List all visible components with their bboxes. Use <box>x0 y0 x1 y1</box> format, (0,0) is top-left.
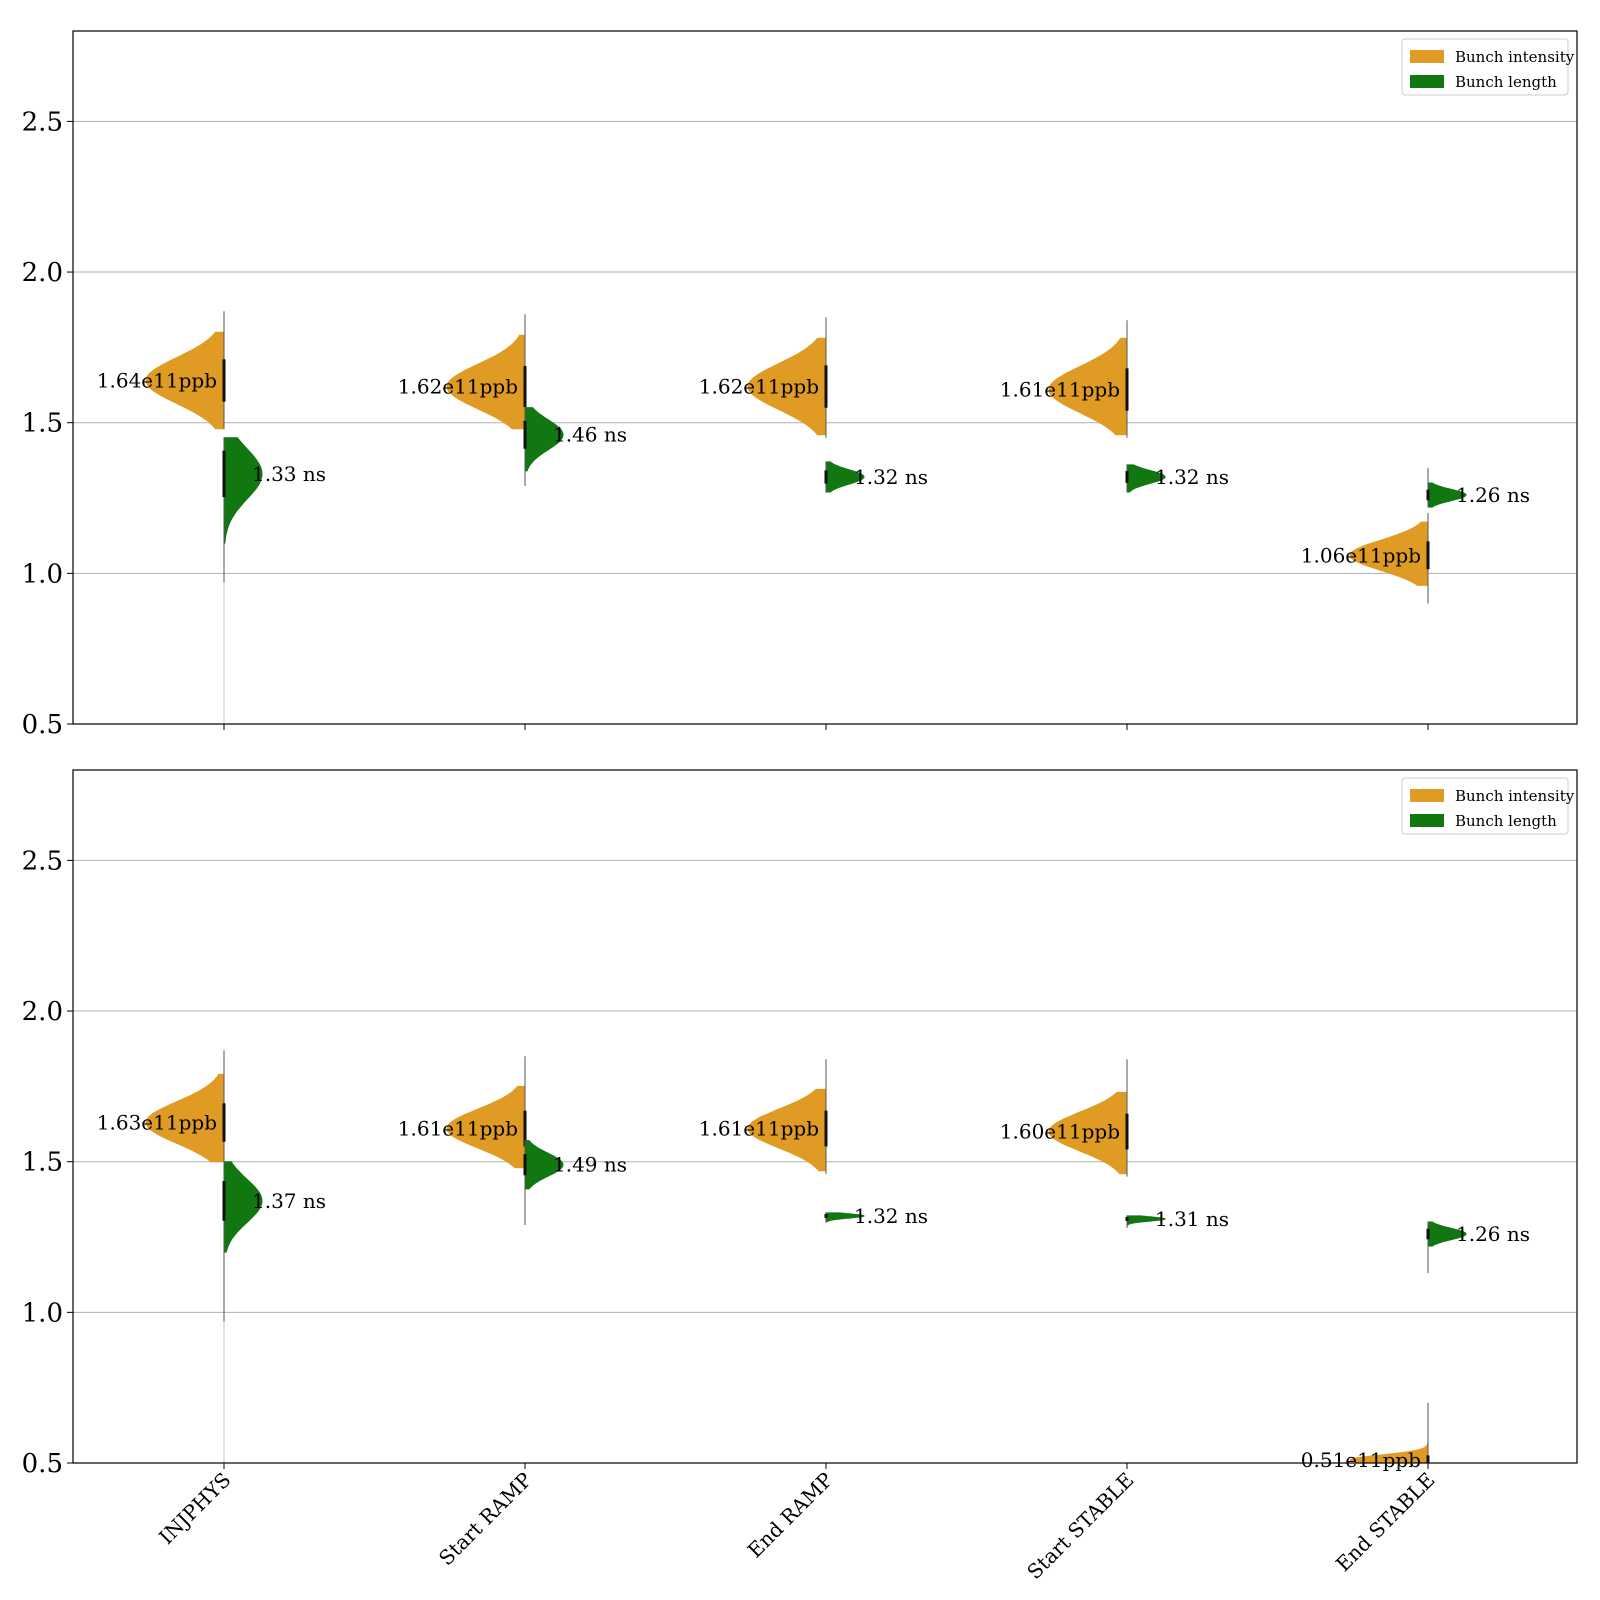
y-tick-label: 1.5 <box>22 1148 63 1178</box>
violin-intensity-1 <box>446 334 526 430</box>
annotation-intensity-1: 1.61e11ppb <box>398 1117 518 1141</box>
annotation-intensity-2: 1.61e11ppb <box>699 1117 819 1141</box>
legend-label-1: Bunch length <box>1455 812 1557 830</box>
annotation-intensity-0: 1.63e11ppb <box>97 1111 217 1135</box>
legend-label-0: Bunch intensity <box>1455 48 1575 66</box>
legend-swatch-0 <box>1410 789 1444 802</box>
annotation-length-4: 1.26 ns <box>1456 483 1530 507</box>
y-tick-label: 0.5 <box>22 710 63 740</box>
plot-frame <box>72 769 1578 1464</box>
annotation-length-0: 1.37 ns <box>252 1189 326 1213</box>
violin-intensity-4 <box>1349 521 1429 586</box>
annotation-length-1: 1.49 ns <box>553 1153 627 1177</box>
violin-length-4 <box>1427 1221 1467 1247</box>
annotation-length-2: 1.32 ns <box>854 1204 928 1228</box>
violin-length-0 <box>223 437 263 544</box>
violin-length-2 <box>825 1212 865 1223</box>
legend-swatch-0 <box>1410 50 1444 63</box>
annotation-intensity-4: 0.51e11ppb <box>1301 1448 1421 1472</box>
x-category-label-0: INJPHYS <box>154 1468 235 1549</box>
violin-intensity-3 <box>1048 337 1128 436</box>
x-category-label-4: End STABLE <box>1331 1468 1440 1577</box>
violin-intensity-2 <box>747 337 827 436</box>
legend-swatch-1 <box>1410 814 1444 827</box>
violin-intensity-4 <box>1349 1441 1429 1464</box>
chart-panel-bottom: 0.5 1.0 1.5 2.0 2.5 1.63e11ppb 1.61e11ppb 1.61e… <box>22 769 1578 1584</box>
y-tick-label: 2.5 <box>22 107 63 137</box>
violin-length-3 <box>1126 464 1166 493</box>
annotation-length-4: 1.26 ns <box>1456 1222 1530 1246</box>
violin-intensity-0 <box>145 1073 225 1163</box>
chart-panel-top: 0.5 1.0 1.5 2.0 2.5 1.64e11ppb 1.62e11ppb 1.62e… <box>22 30 1578 740</box>
violin-intensity-1 <box>446 1085 526 1169</box>
violin-intensity-3 <box>1048 1091 1128 1175</box>
annotation-length-1: 1.46 ns <box>553 423 627 447</box>
legend-swatch-1 <box>1410 75 1444 88</box>
y-tick-label: 2.5 <box>22 846 63 876</box>
y-tick-label: 2.0 <box>22 997 63 1027</box>
annotation-length-3: 1.32 ns <box>1155 465 1229 489</box>
violin-intensity-2 <box>747 1088 827 1172</box>
violin-length-1 <box>524 407 564 472</box>
annotation-intensity-0: 1.64e11ppb <box>97 369 217 393</box>
legend-label-0: Bunch intensity <box>1455 787 1575 805</box>
y-tick-label: 2.0 <box>22 258 63 288</box>
violin-length-0 <box>223 1161 263 1253</box>
violin-length-1 <box>524 1140 564 1190</box>
violin-length-3 <box>1126 1215 1166 1226</box>
y-tick-label: 0.5 <box>22 1449 63 1479</box>
annotation-length-0: 1.33 ns <box>252 462 326 486</box>
annotation-intensity-4: 1.06e11ppb <box>1301 543 1421 567</box>
x-category-label-3: Start STABLE <box>1022 1468 1138 1584</box>
annotation-intensity-2: 1.62e11ppb <box>699 375 819 399</box>
x-category-label-1: Start RAMP <box>434 1468 537 1571</box>
violin-length-2 <box>825 461 865 493</box>
legend-label-1: Bunch length <box>1455 73 1557 91</box>
annotation-intensity-3: 1.60e11ppb <box>1000 1120 1120 1144</box>
y-tick-label: 1.5 <box>22 409 63 439</box>
plot-frame <box>72 30 1578 725</box>
y-tick-label: 1.0 <box>22 1298 63 1328</box>
violin-length-4 <box>1427 482 1467 508</box>
annotation-length-3: 1.31 ns <box>1155 1207 1229 1231</box>
annotation-intensity-3: 1.61e11ppb <box>1000 378 1120 402</box>
violin-intensity-0 <box>145 331 225 430</box>
annotation-length-2: 1.32 ns <box>854 465 928 489</box>
x-category-label-2: End RAMP <box>743 1468 838 1563</box>
annotation-intensity-1: 1.62e11ppb <box>398 375 518 399</box>
y-tick-label: 1.0 <box>22 559 63 589</box>
